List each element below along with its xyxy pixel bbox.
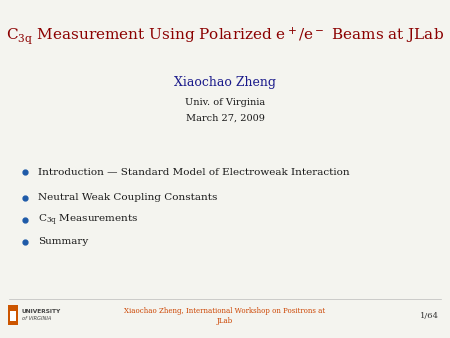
Text: Introduction — Standard Model of Electroweak Interaction: Introduction — Standard Model of Electro… xyxy=(38,168,350,177)
Text: of VIRGINIA: of VIRGINIA xyxy=(22,316,51,321)
Text: Univ. of Virginia: Univ. of Virginia xyxy=(185,98,265,106)
Bar xyxy=(8,305,18,325)
Bar xyxy=(10,311,16,321)
Text: Neutral Weak Coupling Constants: Neutral Weak Coupling Constants xyxy=(38,193,218,202)
Text: $\mathregular{C_{3q}}$ Measurements: $\mathregular{C_{3q}}$ Measurements xyxy=(38,213,139,228)
Text: Summary: Summary xyxy=(38,237,89,246)
Text: Xiaochao Zheng, International Workshop on Positrons at
JLab: Xiaochao Zheng, International Workshop o… xyxy=(125,307,325,325)
Text: March 27, 2009: March 27, 2009 xyxy=(185,114,265,123)
Text: $\mathregular{C_{3q}}$ Measurement Using Polarized $\mathregular{e^+}$/$\mathreg: $\mathregular{C_{3q}}$ Measurement Using… xyxy=(6,25,444,46)
Text: 1/64: 1/64 xyxy=(420,312,439,320)
Text: UNIVERSITY: UNIVERSITY xyxy=(22,309,61,314)
Text: Xiaochao Zheng: Xiaochao Zheng xyxy=(174,76,276,89)
